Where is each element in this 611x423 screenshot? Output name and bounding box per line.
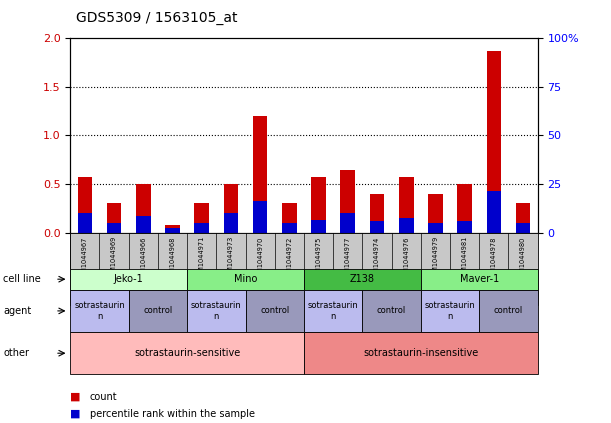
- Text: control: control: [494, 306, 523, 316]
- Text: GSM1044975: GSM1044975: [315, 236, 321, 280]
- Text: Mino: Mino: [234, 274, 257, 284]
- Text: sotrastaurin-insensitive: sotrastaurin-insensitive: [363, 348, 478, 358]
- Bar: [370, 194, 384, 233]
- Bar: [136, 184, 150, 233]
- Text: sotrastaurin-sensitive: sotrastaurin-sensitive: [134, 348, 240, 358]
- Bar: [136, 216, 150, 233]
- Bar: [78, 213, 92, 233]
- Bar: [165, 225, 180, 233]
- Bar: [399, 218, 414, 233]
- Text: GSM1044967: GSM1044967: [82, 236, 88, 280]
- Text: GSM1044966: GSM1044966: [141, 236, 146, 280]
- Text: GSM1044973: GSM1044973: [228, 236, 234, 280]
- Bar: [311, 220, 326, 233]
- Bar: [311, 177, 326, 233]
- Bar: [428, 194, 443, 233]
- Bar: [486, 51, 501, 233]
- Bar: [486, 191, 501, 233]
- Text: GSM1044979: GSM1044979: [433, 236, 439, 280]
- Text: sotrastaurin
n: sotrastaurin n: [74, 301, 125, 321]
- Text: sotrastaurin
n: sotrastaurin n: [191, 301, 242, 321]
- Bar: [516, 203, 530, 233]
- Text: agent: agent: [3, 306, 31, 316]
- Text: sotrastaurin
n: sotrastaurin n: [425, 301, 475, 321]
- Text: other: other: [3, 348, 29, 358]
- Bar: [458, 221, 472, 233]
- Bar: [340, 170, 355, 233]
- Text: sotrastaurin
n: sotrastaurin n: [308, 301, 359, 321]
- Bar: [107, 203, 122, 233]
- Bar: [165, 228, 180, 233]
- Text: GSM1044974: GSM1044974: [374, 236, 380, 280]
- Text: GSM1044981: GSM1044981: [462, 236, 467, 280]
- Bar: [224, 184, 238, 233]
- Bar: [253, 201, 268, 233]
- Bar: [107, 223, 122, 233]
- Text: GSM1044972: GSM1044972: [287, 236, 293, 280]
- Text: ■: ■: [70, 409, 81, 419]
- Bar: [428, 223, 443, 233]
- Text: GSM1044969: GSM1044969: [111, 236, 117, 280]
- Bar: [282, 223, 297, 233]
- Text: ■: ■: [70, 392, 81, 402]
- Text: control: control: [260, 306, 290, 316]
- Text: GSM1044968: GSM1044968: [169, 236, 175, 280]
- Bar: [516, 223, 530, 233]
- Text: control: control: [144, 306, 172, 316]
- Bar: [282, 203, 297, 233]
- Bar: [194, 203, 209, 233]
- Text: Maver-1: Maver-1: [459, 274, 499, 284]
- Text: count: count: [90, 392, 117, 402]
- Text: percentile rank within the sample: percentile rank within the sample: [90, 409, 255, 419]
- Bar: [194, 223, 209, 233]
- Bar: [78, 177, 92, 233]
- Text: GSM1044980: GSM1044980: [520, 236, 526, 280]
- Bar: [399, 177, 414, 233]
- Text: GSM1044977: GSM1044977: [345, 236, 351, 280]
- Bar: [458, 184, 472, 233]
- Text: Jeko-1: Jeko-1: [114, 274, 144, 284]
- Text: cell line: cell line: [3, 274, 41, 284]
- Bar: [370, 221, 384, 233]
- Text: GSM1044978: GSM1044978: [491, 236, 497, 280]
- Bar: [340, 213, 355, 233]
- Bar: [253, 116, 268, 233]
- Text: GSM1044976: GSM1044976: [403, 236, 409, 280]
- Text: GSM1044971: GSM1044971: [199, 236, 205, 280]
- Text: Z138: Z138: [350, 274, 375, 284]
- Bar: [224, 213, 238, 233]
- Text: GDS5309 / 1563105_at: GDS5309 / 1563105_at: [76, 11, 238, 25]
- Text: GSM1044970: GSM1044970: [257, 236, 263, 280]
- Text: control: control: [377, 306, 406, 316]
